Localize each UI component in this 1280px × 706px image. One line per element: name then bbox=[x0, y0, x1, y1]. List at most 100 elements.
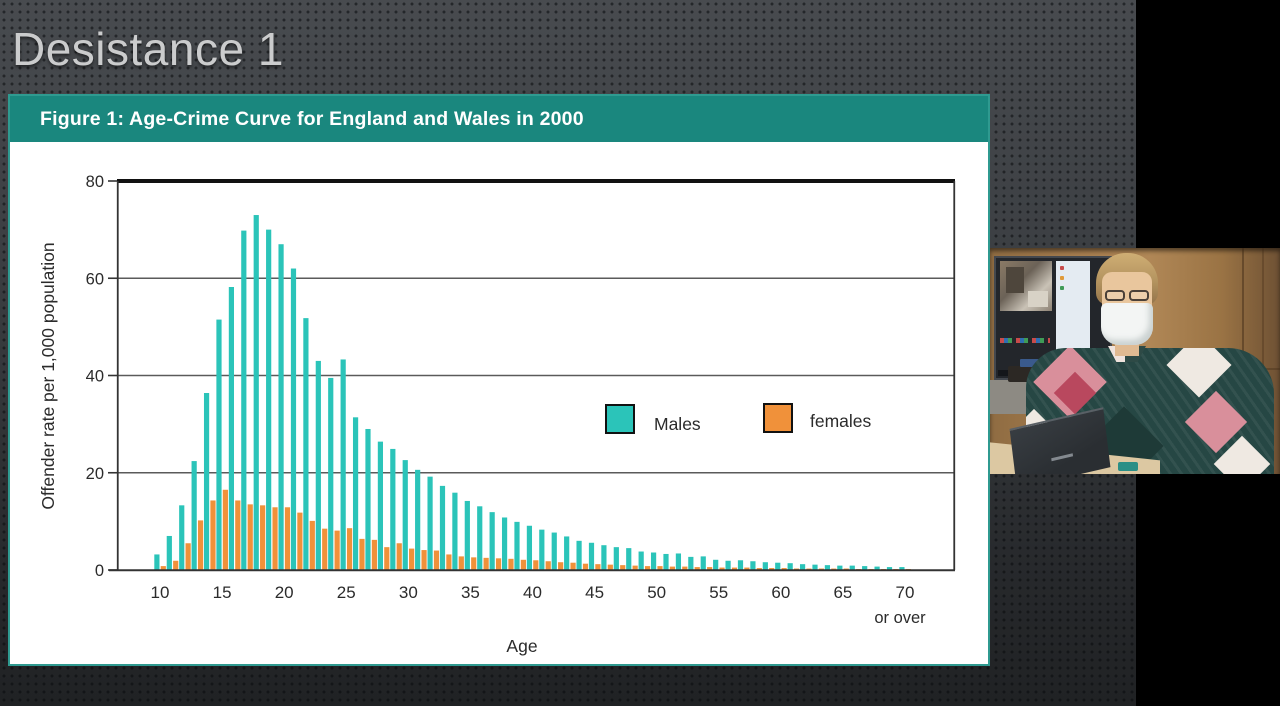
y-tick-label: 60 bbox=[86, 270, 104, 288]
female-bar bbox=[520, 559, 526, 570]
face-mask bbox=[1101, 303, 1153, 345]
male-bar bbox=[700, 556, 706, 570]
male-bar bbox=[613, 547, 619, 570]
female-bar bbox=[433, 550, 440, 570]
plot-top-border bbox=[117, 179, 955, 183]
sidebar-icon bbox=[1060, 266, 1064, 270]
female-bar bbox=[632, 565, 638, 570]
female-bar bbox=[272, 507, 278, 570]
desk-object bbox=[1118, 462, 1138, 471]
male-bar bbox=[762, 562, 768, 570]
female-bar bbox=[657, 566, 663, 570]
male-bar bbox=[638, 551, 644, 570]
x-tick-label: 45 bbox=[585, 583, 604, 602]
age-crime-chart: 0 20 40 60 80 10 15 20 25 30 35 40 45 50 55 60 65 70 Offe… bbox=[10, 142, 988, 664]
female-bar bbox=[682, 566, 688, 570]
x-tick-label: 70 bbox=[896, 583, 915, 602]
male-bar bbox=[365, 428, 371, 570]
male-bar bbox=[886, 567, 893, 570]
male-bar bbox=[352, 417, 359, 570]
male-bar bbox=[191, 461, 197, 570]
male-bar bbox=[750, 561, 756, 570]
female-bar bbox=[533, 560, 539, 570]
male-bar bbox=[539, 529, 545, 570]
male-bar bbox=[551, 532, 557, 570]
female-bar bbox=[508, 558, 514, 570]
female-bar bbox=[260, 505, 266, 570]
male-bar bbox=[154, 554, 160, 570]
female-bar bbox=[769, 568, 775, 570]
sidebar-icon bbox=[1060, 276, 1064, 280]
male-bar bbox=[415, 469, 421, 570]
female-bar bbox=[421, 550, 427, 570]
x-tick-label: 25 bbox=[337, 583, 356, 602]
female-bar bbox=[582, 563, 589, 570]
male-bar bbox=[377, 441, 384, 570]
presenter bbox=[990, 248, 1280, 474]
male-bar bbox=[626, 548, 632, 570]
male-bar bbox=[452, 492, 458, 570]
male-bar bbox=[266, 229, 272, 570]
chart-legend: Males females bbox=[605, 403, 872, 434]
male-bar bbox=[837, 565, 843, 570]
female-bar bbox=[297, 512, 303, 570]
y-tick-label: 0 bbox=[95, 562, 104, 580]
figure-box: Figure 1: Age-Crime Curve for England an… bbox=[8, 94, 990, 666]
male-bar bbox=[688, 556, 694, 570]
male-bar bbox=[650, 552, 657, 570]
x-tick-label: 50 bbox=[647, 583, 666, 602]
neck bbox=[1115, 342, 1139, 356]
male-bar bbox=[874, 566, 880, 570]
x-tick-label: 35 bbox=[461, 583, 480, 602]
female-bar bbox=[235, 500, 241, 570]
male-bar bbox=[564, 536, 570, 570]
female-bar bbox=[396, 543, 402, 570]
male-bar bbox=[713, 559, 719, 570]
webcam-video bbox=[990, 248, 1280, 474]
wood-panel-seam bbox=[1262, 248, 1264, 474]
male-bar bbox=[862, 566, 868, 570]
legend-males-swatch bbox=[605, 404, 635, 434]
male-bar bbox=[253, 215, 259, 570]
male-bar bbox=[849, 565, 855, 570]
female-bar bbox=[458, 556, 464, 570]
male-bar bbox=[427, 476, 433, 570]
female-bar bbox=[644, 566, 651, 570]
male-bar bbox=[166, 535, 172, 570]
male-bar bbox=[725, 560, 731, 570]
male-bar bbox=[228, 287, 235, 570]
y-axis-title: Offender rate per 1,000 population bbox=[38, 242, 58, 509]
female-bar bbox=[669, 566, 675, 570]
female-bar bbox=[731, 567, 738, 570]
chart-svg: 0 20 40 60 80 10 15 20 25 30 35 40 45 50 55 60 65 70 Offe… bbox=[38, 173, 956, 656]
female-bar bbox=[371, 539, 377, 570]
female-bar bbox=[173, 560, 179, 570]
male-bar bbox=[799, 564, 806, 570]
y-tick-label: 20 bbox=[86, 465, 104, 483]
male-bar bbox=[464, 500, 470, 570]
female-bar bbox=[558, 562, 564, 570]
male-bar bbox=[514, 521, 520, 570]
female-bar bbox=[595, 564, 601, 570]
female-bar bbox=[694, 567, 700, 570]
female-bar bbox=[781, 568, 787, 570]
tick-labels: 0 20 40 60 80 10 15 20 25 30 35 40 45 50 55 60 65 70 bbox=[86, 173, 915, 602]
figure-header: Figure 1: Age-Crime Curve for England an… bbox=[10, 96, 988, 142]
male-bar bbox=[576, 540, 582, 570]
male-bar bbox=[526, 525, 533, 570]
x-axis-or-over-label: or over bbox=[874, 609, 926, 627]
female-bar bbox=[446, 554, 452, 570]
female-bar bbox=[756, 568, 762, 570]
male-bar bbox=[278, 244, 284, 570]
figure-title: Figure 1: Age-Crime Curve for England an… bbox=[40, 107, 584, 130]
male-bar bbox=[663, 553, 669, 570]
male-bar bbox=[477, 506, 483, 570]
legend-females-label: females bbox=[810, 411, 872, 431]
female-bar bbox=[620, 565, 626, 570]
female-bar bbox=[247, 504, 253, 570]
x-tick-label: 20 bbox=[275, 583, 294, 602]
male-bar bbox=[775, 562, 781, 570]
legend-females-swatch bbox=[763, 403, 793, 433]
female-bar bbox=[483, 557, 489, 570]
